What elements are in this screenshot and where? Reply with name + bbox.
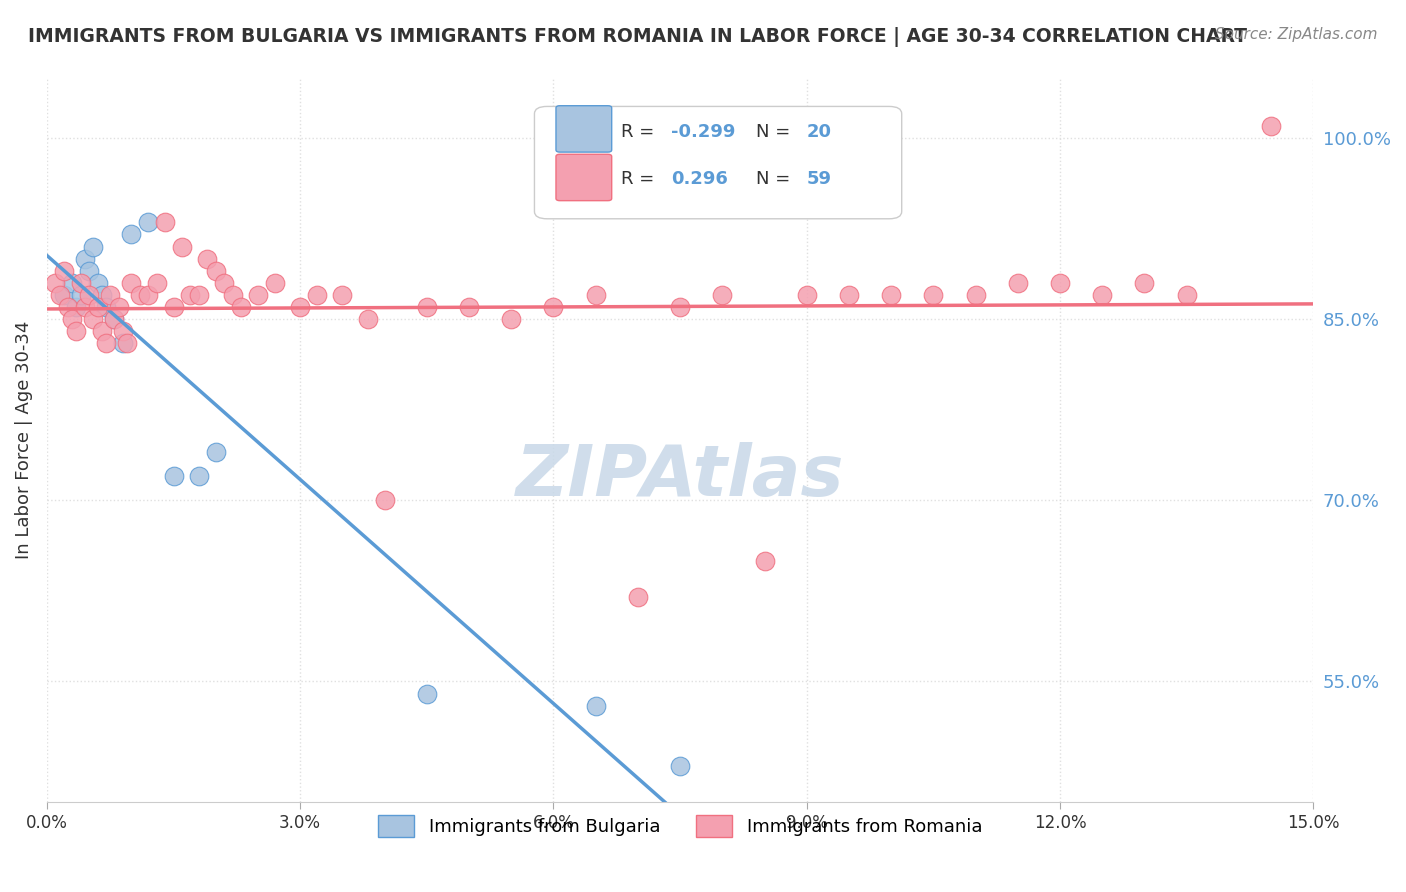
Point: [1091, 288, 1114, 302]
Point: [48, 288, 70, 302]
Text: 0.296: 0.296: [671, 170, 728, 188]
Point: [1133, 276, 1156, 290]
Point: [1260, 119, 1282, 133]
Point: [627, 590, 650, 604]
Point: [94, 336, 117, 351]
Point: [90, 324, 112, 338]
FancyBboxPatch shape: [534, 106, 901, 219]
Point: [669, 300, 692, 314]
Point: [56, 300, 79, 314]
Point: [153, 215, 176, 229]
Point: [136, 215, 159, 229]
Point: [111, 324, 134, 338]
Point: [416, 300, 439, 314]
Point: [195, 252, 218, 266]
Point: [162, 300, 184, 314]
Point: [263, 276, 285, 290]
Point: [82, 312, 104, 326]
Point: [711, 288, 734, 302]
Point: [585, 698, 607, 713]
Point: [162, 469, 184, 483]
Point: [120, 276, 142, 290]
Point: [246, 288, 269, 302]
Point: [458, 300, 481, 314]
Point: [60, 312, 83, 326]
Point: [204, 445, 226, 459]
Point: [229, 300, 252, 314]
Point: [69, 288, 91, 302]
Point: [212, 276, 235, 290]
Point: [103, 312, 125, 326]
Point: [115, 336, 138, 351]
Point: [77, 264, 100, 278]
Point: [73, 252, 96, 266]
Point: [288, 300, 311, 314]
Point: [120, 227, 142, 242]
Point: [86, 300, 108, 314]
Point: [922, 288, 945, 302]
Point: [965, 288, 987, 302]
Point: [332, 288, 354, 302]
Point: [60, 276, 83, 290]
Point: [374, 493, 396, 508]
Point: [128, 288, 150, 302]
Point: [501, 312, 523, 326]
Point: [221, 288, 243, 302]
Point: [796, 288, 818, 302]
Point: [305, 288, 328, 302]
Point: [111, 336, 134, 351]
Point: [204, 264, 226, 278]
Point: [1049, 276, 1071, 290]
Text: N =: N =: [756, 123, 796, 141]
Point: [103, 312, 125, 326]
Text: IMMIGRANTS FROM BULGARIA VS IMMIGRANTS FROM ROMANIA IN LABOR FORCE | AGE 30-34 C: IMMIGRANTS FROM BULGARIA VS IMMIGRANTS F…: [28, 27, 1247, 46]
Text: Source: ZipAtlas.com: Source: ZipAtlas.com: [1215, 27, 1378, 42]
Point: [170, 239, 193, 253]
Legend: Immigrants from Bulgaria, Immigrants from Romania: Immigrants from Bulgaria, Immigrants fro…: [371, 807, 990, 844]
Point: [136, 288, 159, 302]
Y-axis label: In Labor Force | Age 30-34: In Labor Force | Age 30-34: [15, 320, 32, 559]
Text: R =: R =: [620, 123, 659, 141]
Point: [838, 288, 860, 302]
Point: [94, 300, 117, 314]
Point: [669, 759, 692, 773]
Text: N =: N =: [756, 170, 796, 188]
Point: [90, 288, 112, 302]
Text: ZIPAtlas: ZIPAtlas: [516, 442, 845, 510]
Point: [73, 300, 96, 314]
Point: [82, 239, 104, 253]
Text: 59: 59: [807, 170, 832, 188]
Text: -0.299: -0.299: [671, 123, 735, 141]
Point: [69, 276, 91, 290]
Point: [98, 288, 121, 302]
Point: [585, 288, 607, 302]
Point: [65, 300, 87, 314]
Point: [416, 687, 439, 701]
Point: [187, 288, 209, 302]
FancyBboxPatch shape: [555, 154, 612, 201]
Point: [187, 469, 209, 483]
Point: [1007, 276, 1029, 290]
Point: [145, 276, 167, 290]
Text: 20: 20: [807, 123, 832, 141]
Point: [77, 288, 100, 302]
Point: [357, 312, 380, 326]
Point: [86, 276, 108, 290]
Point: [880, 288, 903, 302]
Text: R =: R =: [620, 170, 665, 188]
Point: [107, 300, 129, 314]
Point: [543, 300, 565, 314]
FancyBboxPatch shape: [555, 106, 612, 153]
Point: [44, 276, 66, 290]
Point: [1175, 288, 1198, 302]
Point: [52, 288, 75, 302]
Point: [52, 264, 75, 278]
Point: [65, 324, 87, 338]
Point: [179, 288, 201, 302]
Point: [754, 554, 776, 568]
